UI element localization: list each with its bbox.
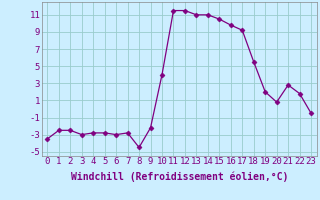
X-axis label: Windchill (Refroidissement éolien,°C): Windchill (Refroidissement éolien,°C) [70,172,288,182]
